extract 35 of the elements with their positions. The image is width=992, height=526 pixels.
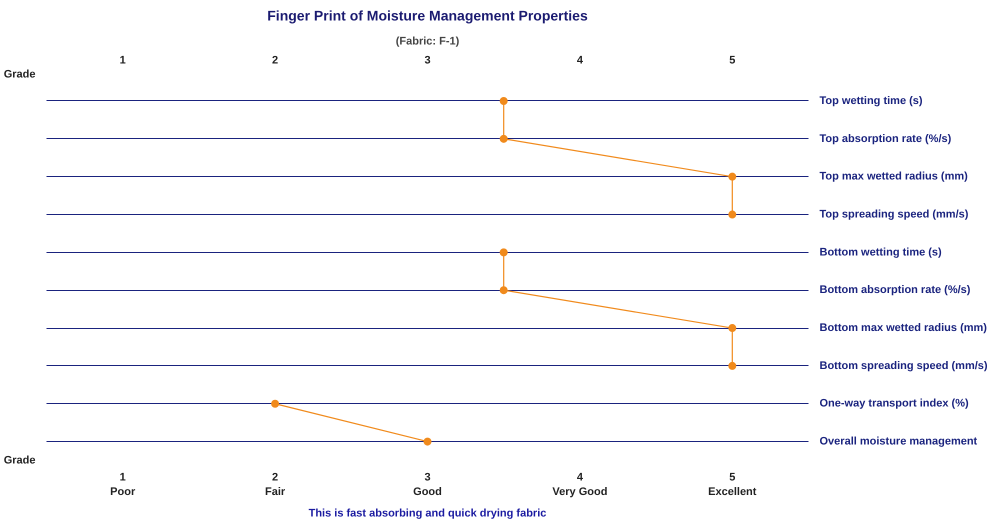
point: [500, 134, 508, 143]
y-tick-label: Top absorption rate (%/s): [820, 132, 952, 145]
x2-tick-label: 4: [576, 54, 584, 66]
y-tick-label: Bottom max wetted radius (mm): [820, 322, 988, 334]
y-tick-label: Overall moisture management: [820, 436, 978, 448]
x-axis-title: Grade: [4, 454, 36, 466]
x-tick-label: 5 Excellent: [708, 472, 757, 498]
x-tick-label: 4 Very Good: [552, 472, 608, 498]
x2-axis-title: Grade: [4, 68, 36, 80]
y-tick-label: Top spreading speed (mm/s): [820, 208, 969, 221]
point: [500, 248, 508, 256]
point: [728, 210, 736, 219]
y-tick-label: One-way transport index (%): [820, 398, 969, 410]
x-tick-label: 3 Good: [413, 472, 442, 498]
y-tick-label: Bottom absorption rate (%/s): [820, 284, 971, 296]
x-tick-label: 2 Fair: [265, 472, 286, 498]
x2-tick-label: 3: [424, 54, 431, 66]
point: [424, 438, 432, 446]
point: [728, 362, 736, 370]
x2-tick-label: 2: [272, 54, 278, 66]
point: [500, 96, 508, 105]
y-tick-label: Top max wetted radius (mm): [820, 170, 968, 183]
x-tick-label: 1 Poor: [110, 472, 136, 498]
chart-title: Finger Print of Moisture Management Properties: [267, 8, 588, 24]
point: [728, 324, 736, 332]
point: [728, 172, 736, 181]
chart-subtitle: (Fabric: F-1): [396, 36, 460, 48]
x2-tick-label: 5: [729, 54, 736, 66]
y-tick-label: Bottom spreading speed (mm/s): [820, 360, 988, 372]
point: [500, 286, 508, 294]
y-tick-label: Bottom wetting time (s): [820, 246, 942, 258]
point: [271, 400, 280, 408]
y-tick-label: Top wetting time (s): [820, 94, 923, 107]
text: This is fast absorbing and quick drying fabric: [308, 508, 546, 520]
x2-tick-label: 1: [120, 54, 126, 66]
